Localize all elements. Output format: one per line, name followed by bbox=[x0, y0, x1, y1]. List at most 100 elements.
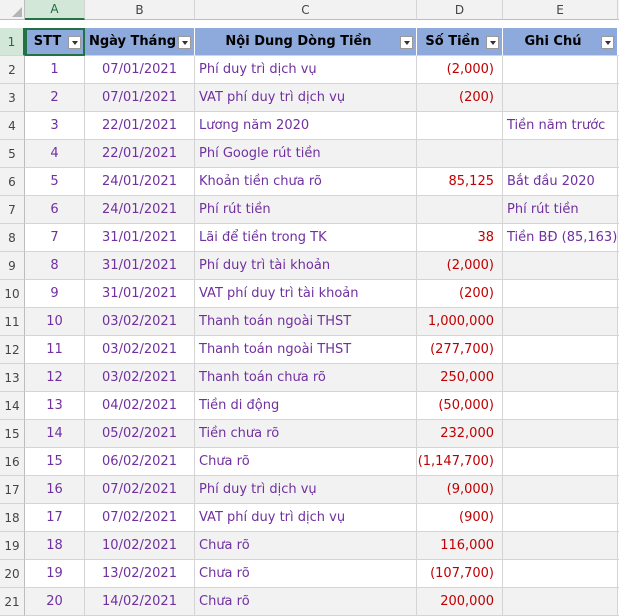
cell-note[interactable] bbox=[503, 504, 618, 532]
header-cell-note[interactable]: Ghi Chú bbox=[503, 28, 618, 56]
cell-note[interactable] bbox=[503, 280, 618, 308]
cell-description[interactable]: VAT phí duy trì dịch vụ bbox=[195, 84, 417, 112]
cell-stt[interactable]: 16 bbox=[25, 476, 85, 504]
cell-date[interactable]: 31/01/2021 bbox=[85, 224, 195, 252]
cell-note[interactable] bbox=[503, 252, 618, 280]
cell-amount[interactable]: (9,000) bbox=[417, 476, 503, 504]
cell-stt[interactable]: 20 bbox=[25, 588, 85, 616]
cell-date[interactable]: 07/01/2021 bbox=[85, 84, 195, 112]
cell-amount[interactable]: (200) bbox=[417, 280, 503, 308]
header-cell-stt[interactable]: STT bbox=[25, 28, 85, 56]
cell-description[interactable]: Thanh toán ngoài THST bbox=[195, 336, 417, 364]
cell-amount[interactable]: 250,000 bbox=[417, 364, 503, 392]
header-cell-date[interactable]: Ngày Tháng bbox=[85, 28, 195, 56]
cell-amount[interactable]: 200,000 bbox=[417, 588, 503, 616]
cell-stt[interactable]: 12 bbox=[25, 364, 85, 392]
cell-date[interactable]: 06/02/2021 bbox=[85, 448, 195, 476]
cell-stt[interactable]: 9 bbox=[25, 280, 85, 308]
filter-dropdown-icon[interactable] bbox=[486, 36, 499, 49]
cell-note[interactable] bbox=[503, 336, 618, 364]
row-header-1[interactable]: 1 bbox=[0, 28, 25, 56]
row-header[interactable]: 19 bbox=[0, 532, 25, 560]
cell-stt[interactable]: 1 bbox=[25, 56, 85, 84]
cell-stt[interactable]: 19 bbox=[25, 560, 85, 588]
cell-amount[interactable]: (200) bbox=[417, 84, 503, 112]
cell-date[interactable]: 24/01/2021 bbox=[85, 168, 195, 196]
row-header[interactable]: 2 bbox=[0, 56, 25, 84]
cell-description[interactable]: Phí duy trì dịch vụ bbox=[195, 476, 417, 504]
cell-description[interactable]: Thanh toán ngoài THST bbox=[195, 308, 417, 336]
row-header[interactable]: 3 bbox=[0, 84, 25, 112]
column-header-e[interactable]: E bbox=[503, 0, 618, 20]
row-header[interactable]: 18 bbox=[0, 504, 25, 532]
row-header[interactable]: 7 bbox=[0, 196, 25, 224]
cell-stt[interactable]: 5 bbox=[25, 168, 85, 196]
row-header[interactable]: 21 bbox=[0, 588, 25, 616]
row-header[interactable]: 12 bbox=[0, 336, 25, 364]
select-all-corner[interactable] bbox=[0, 0, 25, 20]
cell-date[interactable]: 13/02/2021 bbox=[85, 560, 195, 588]
cell-amount[interactable]: (900) bbox=[417, 504, 503, 532]
row-header[interactable]: 13 bbox=[0, 364, 25, 392]
cell-date[interactable]: 03/02/2021 bbox=[85, 308, 195, 336]
cell-description[interactable]: Chưa rõ bbox=[195, 560, 417, 588]
column-header-a[interactable]: A bbox=[25, 0, 85, 20]
cell-amount[interactable] bbox=[417, 140, 503, 168]
cell-date[interactable]: 07/01/2021 bbox=[85, 56, 195, 84]
column-header-d[interactable]: D bbox=[417, 0, 503, 20]
cell-description[interactable]: Tiền di động bbox=[195, 392, 417, 420]
cell-amount[interactable]: 232,000 bbox=[417, 420, 503, 448]
cell-date[interactable]: 03/02/2021 bbox=[85, 336, 195, 364]
cell-date[interactable]: 24/01/2021 bbox=[85, 196, 195, 224]
cell-amount[interactable]: (107,700) bbox=[417, 560, 503, 588]
cell-note[interactable] bbox=[503, 392, 618, 420]
cell-note[interactable] bbox=[503, 448, 618, 476]
cell-stt[interactable]: 18 bbox=[25, 532, 85, 560]
row-header[interactable]: 11 bbox=[0, 308, 25, 336]
cell-note[interactable] bbox=[503, 140, 618, 168]
cell-stt[interactable]: 2 bbox=[25, 84, 85, 112]
cell-note[interactable] bbox=[503, 560, 618, 588]
cell-date[interactable]: 22/01/2021 bbox=[85, 140, 195, 168]
cell-description[interactable]: Phí Google rút tiền bbox=[195, 140, 417, 168]
cell-description[interactable]: VAT phí duy trì dịch vụ bbox=[195, 504, 417, 532]
cell-amount[interactable]: (2,000) bbox=[417, 252, 503, 280]
cell-stt[interactable]: 8 bbox=[25, 252, 85, 280]
cell-stt[interactable]: 17 bbox=[25, 504, 85, 532]
cell-amount[interactable]: (1,147,700) bbox=[417, 448, 503, 476]
cell-description[interactable]: Phí duy trì dịch vụ bbox=[195, 56, 417, 84]
header-cell-amount[interactable]: Số Tiền bbox=[417, 28, 503, 56]
cell-amount[interactable]: 116,000 bbox=[417, 532, 503, 560]
cell-stt[interactable]: 3 bbox=[25, 112, 85, 140]
header-cell-description[interactable]: Nội Dung Dòng Tiền bbox=[195, 28, 417, 56]
row-header[interactable]: 15 bbox=[0, 420, 25, 448]
row-header[interactable]: 17 bbox=[0, 476, 25, 504]
cell-description[interactable]: Tiền chưa rõ bbox=[195, 420, 417, 448]
column-header-b[interactable]: B bbox=[85, 0, 195, 20]
cell-note[interactable] bbox=[503, 308, 618, 336]
cell-note[interactable] bbox=[503, 84, 618, 112]
cell-description[interactable]: Chưa rõ bbox=[195, 448, 417, 476]
cell-amount[interactable]: 38 bbox=[417, 224, 503, 252]
cell-date[interactable]: 31/01/2021 bbox=[85, 280, 195, 308]
cell-amount[interactable]: 85,125 bbox=[417, 168, 503, 196]
cell-note[interactable] bbox=[503, 532, 618, 560]
filter-dropdown-icon[interactable] bbox=[400, 36, 413, 49]
cell-date[interactable]: 03/02/2021 bbox=[85, 364, 195, 392]
cell-amount[interactable]: (50,000) bbox=[417, 392, 503, 420]
filter-dropdown-icon[interactable] bbox=[601, 36, 614, 49]
filter-dropdown-icon[interactable] bbox=[178, 36, 191, 49]
row-header[interactable]: 5 bbox=[0, 140, 25, 168]
row-header[interactable]: 4 bbox=[0, 112, 25, 140]
cell-note[interactable]: Phí rút tiền bbox=[503, 196, 618, 224]
row-header[interactable]: 6 bbox=[0, 168, 25, 196]
cell-description[interactable]: Phí duy trì tài khoản bbox=[195, 252, 417, 280]
cell-amount[interactable]: 1,000,000 bbox=[417, 308, 503, 336]
column-header-c[interactable]: C bbox=[195, 0, 417, 20]
filter-dropdown-icon[interactable] bbox=[68, 36, 81, 49]
cell-amount[interactable] bbox=[417, 196, 503, 224]
cell-description[interactable]: Lương năm 2020 bbox=[195, 112, 417, 140]
cell-note[interactable] bbox=[503, 364, 618, 392]
cell-date[interactable]: 04/02/2021 bbox=[85, 392, 195, 420]
